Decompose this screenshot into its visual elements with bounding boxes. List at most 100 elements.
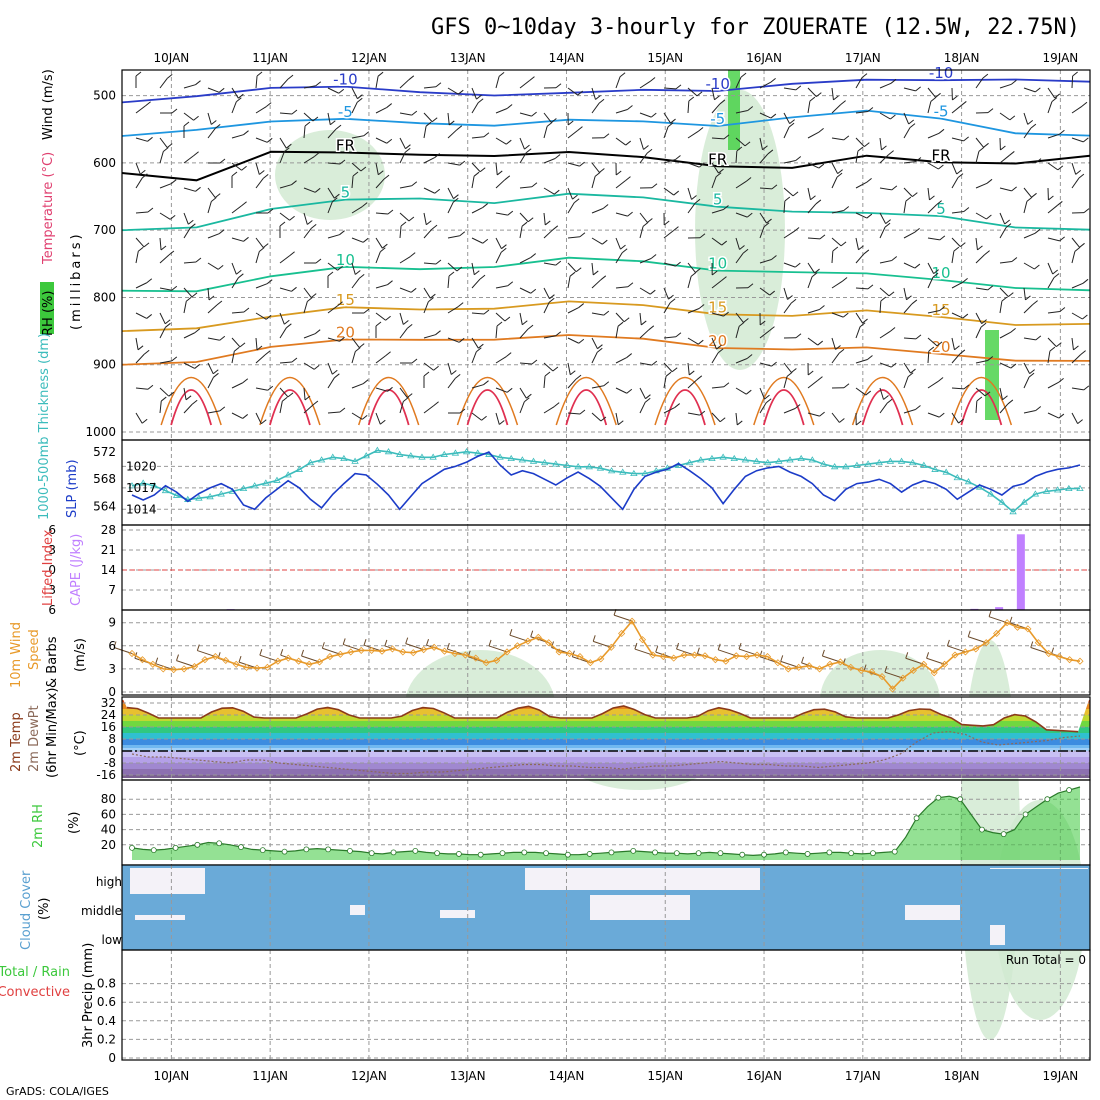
- wind-barb-flag: [601, 239, 608, 245]
- wind-barb-flag: [746, 354, 753, 359]
- wind-barb: [783, 200, 786, 214]
- wind-barb: [159, 137, 168, 148]
- wind-barb: [423, 287, 431, 299]
- wind-barb-flag: [553, 402, 560, 408]
- series-marker: [920, 461, 928, 468]
- wind-barb-flag: [354, 347, 361, 352]
- wind-barb: [135, 162, 141, 175]
- wind-barb-flag: [166, 74, 173, 79]
- series-marker: [362, 452, 370, 459]
- wind-barb-flag: [743, 318, 749, 323]
- wind-barb: [759, 81, 771, 89]
- wind-barb: [615, 137, 627, 146]
- wind-barb-flag: [1009, 616, 1013, 624]
- wind-barb-flag: [617, 321, 624, 327]
- wind-barb-flag: [1027, 120, 1034, 125]
- wind-barb-flag: [304, 121, 311, 127]
- wind-barb-flag: [914, 227, 920, 233]
- wind-barb-flag: [166, 143, 173, 148]
- wind-barb: [1047, 337, 1057, 347]
- wind-barb-flag: [1048, 195, 1054, 201]
- wind-barb: [975, 137, 984, 148]
- wind-barb-flag: [358, 274, 365, 279]
- wind-barb-flag: [976, 396, 983, 402]
- wind-barb-flag: [575, 267, 582, 273]
- wind-barb-flag: [289, 215, 295, 221]
- wind-barb: [255, 283, 268, 289]
- wind-barb: [975, 387, 986, 397]
- wind-barb-flag: [867, 107, 874, 112]
- wind-barb-flag: [498, 420, 505, 425]
- wind-barb: [831, 104, 841, 114]
- wind-barb: [447, 201, 454, 214]
- wind-barb-flag: [814, 268, 820, 274]
- wind-barb-flag: [598, 98, 605, 104]
- wind-barb: [231, 412, 243, 419]
- wind-barb: [405, 643, 424, 651]
- wind-barb: [279, 312, 285, 325]
- wind-barb-flag: [452, 197, 459, 203]
- wind-barb-flag: [721, 240, 728, 246]
- wind-barb: [471, 237, 484, 244]
- wind-barb-flag: [1009, 115, 1016, 121]
- wind-barb: [471, 262, 475, 275]
- wind-barb-flag: [458, 337, 465, 343]
- wind-barb: [423, 362, 434, 371]
- wind-barb: [831, 162, 839, 174]
- wind-barb-flag: [448, 120, 455, 126]
- wind-barb: [591, 87, 596, 100]
- wind-barb: [615, 357, 627, 364]
- wind-barb: [591, 162, 600, 173]
- wind-barb: [593, 640, 612, 648]
- wind-barb-flag: [1053, 273, 1060, 278]
- wind-barb: [951, 237, 961, 247]
- wind-barb-flag: [258, 247, 265, 252]
- wind-barb-flag: [406, 393, 413, 398]
- wind-barb: [231, 87, 239, 99]
- wind-speed-point: [868, 668, 876, 676]
- wind-barb-flag: [821, 649, 825, 657]
- wind-speed-point: [159, 665, 167, 673]
- temperature-contour-25: [664, 389, 706, 426]
- wind-barb-flag: [363, 639, 367, 646]
- wind-barb: [135, 237, 145, 248]
- wind-barb: [1047, 133, 1060, 139]
- wind-barb: [375, 162, 379, 175]
- cloud-clear-cell: [905, 905, 960, 920]
- wind-barb-flag: [430, 293, 436, 299]
- wind-barb: [543, 158, 556, 164]
- rh-point: [1044, 796, 1051, 803]
- wind-barb-flag: [937, 377, 944, 382]
- wind-barb: [135, 337, 139, 350]
- wind-speed-point: [274, 657, 282, 665]
- series-marker: [418, 453, 426, 460]
- wind-barb: [807, 412, 820, 417]
- wind-barb-flag: [387, 280, 393, 286]
- series-marker: [306, 458, 315, 466]
- wind-barb: [879, 112, 891, 120]
- contour-label: FR: [932, 146, 951, 164]
- temperature-contour: [121, 78, 1091, 104]
- wind-barb-flag: [190, 223, 196, 229]
- wind-barb-flag: [863, 664, 867, 671]
- temperature-contour-20: [654, 377, 716, 426]
- wind-barb-flag: [1078, 173, 1085, 179]
- wind-barb-flag: [572, 194, 578, 200]
- wind-barb: [303, 112, 314, 122]
- wind-barb-flag: [195, 186, 201, 192]
- wind-barb-flag: [521, 320, 528, 326]
- wind-barb-flag: [1083, 208, 1090, 213]
- wind-barb-flag: [597, 344, 603, 350]
- wind-speed-point: [618, 629, 626, 638]
- wind-barb: [1023, 337, 1036, 341]
- wind-barb: [783, 302, 792, 314]
- wind-barb: [159, 360, 172, 364]
- wind-barb-flag: [260, 419, 267, 425]
- wind-barb-flag: [962, 313, 969, 319]
- series-marker: [574, 463, 582, 470]
- wind-barb: [999, 387, 1003, 400]
- wind-speed-point: [888, 685, 897, 693]
- wind-barb-flag: [645, 394, 651, 400]
- wind-barb-flag: [718, 168, 724, 174]
- wind-barb: [322, 647, 341, 655]
